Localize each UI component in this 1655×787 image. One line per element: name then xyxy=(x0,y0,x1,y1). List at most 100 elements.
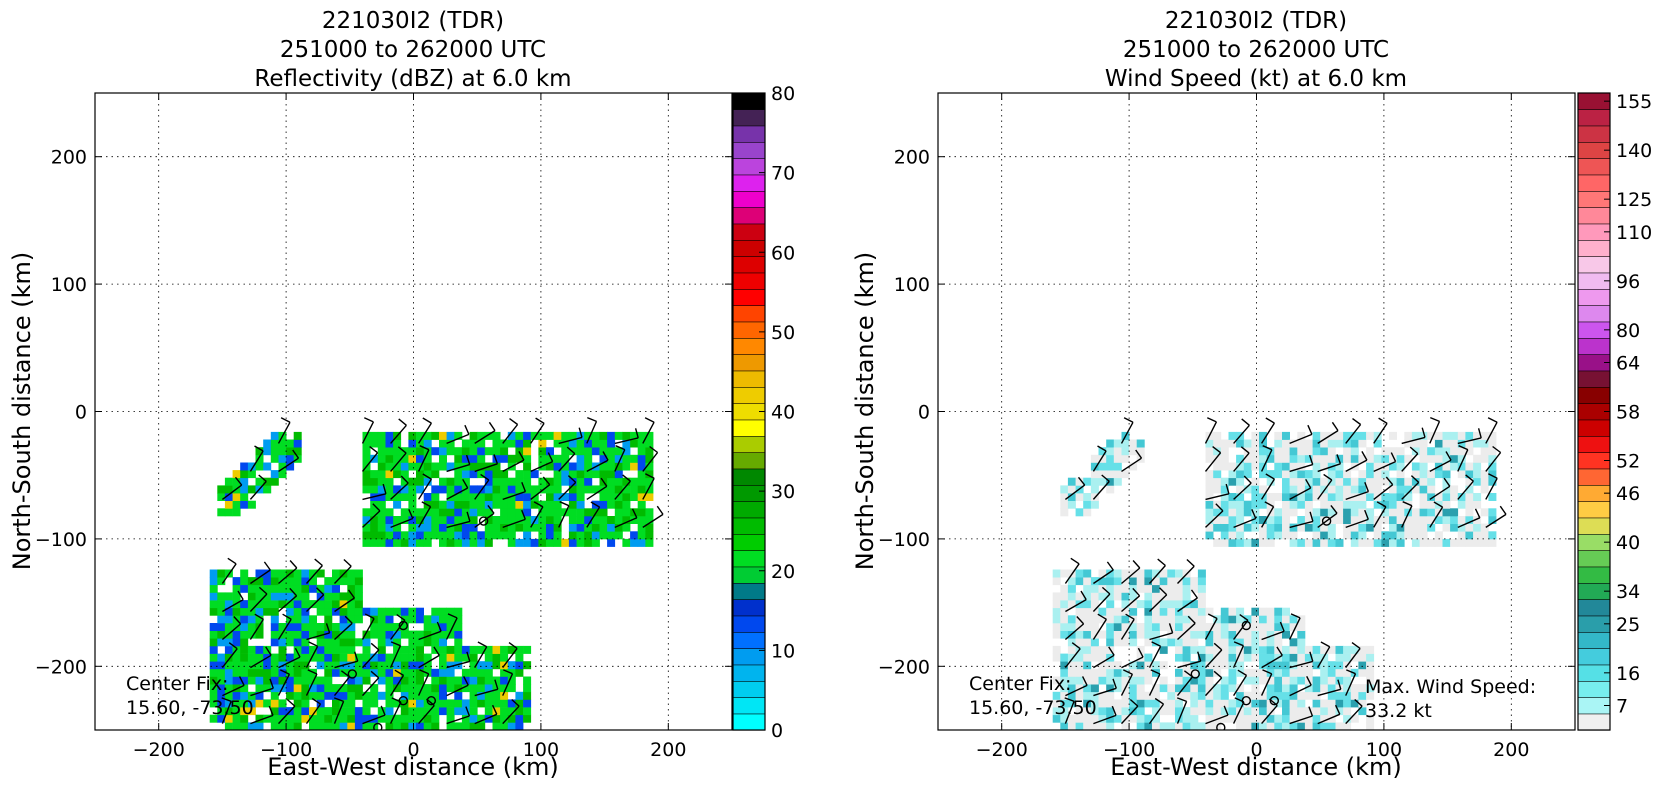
echo-cell xyxy=(1144,623,1153,631)
echo-cell xyxy=(1243,538,1252,547)
echo-cell xyxy=(416,661,424,670)
y-tick-label: −100 xyxy=(878,529,930,551)
echo-cell xyxy=(1113,439,1122,448)
echo-cell xyxy=(332,569,340,578)
echo-cell xyxy=(645,523,654,532)
echo-cell xyxy=(492,714,501,723)
panel-reflectivity: 221030I2 (TDR) 251000 to 262000 UTC Refl… xyxy=(8,8,795,781)
echo-cell xyxy=(484,523,493,532)
echo-cell xyxy=(523,684,532,693)
wind-barb-feather xyxy=(282,613,292,620)
wind-barb-feather xyxy=(316,587,325,596)
echo-cell xyxy=(354,615,363,624)
echo-cell xyxy=(546,447,554,456)
echo-cell xyxy=(1266,623,1275,631)
echo-cell xyxy=(1243,523,1252,532)
colorbar-segment xyxy=(732,288,766,306)
wind-barb xyxy=(1121,457,1142,472)
echo-cell xyxy=(324,668,333,677)
echo-cell xyxy=(1488,431,1497,440)
echo-cell xyxy=(316,661,325,670)
wind-barb-feather xyxy=(634,428,639,439)
wind-barb-feather xyxy=(1106,561,1114,571)
echo-cell xyxy=(1159,684,1168,693)
echo-cell xyxy=(1335,653,1344,662)
wind-barb xyxy=(1345,490,1369,501)
echo-cell xyxy=(507,523,516,532)
echo-cell xyxy=(1236,714,1245,723)
echo-cell xyxy=(1480,477,1489,486)
echo-cell xyxy=(645,470,654,479)
echo-cell xyxy=(1282,699,1290,708)
echo-cell xyxy=(1052,569,1061,578)
echo-cell xyxy=(484,676,493,685)
echo-cell xyxy=(1297,691,1306,700)
echo-cell xyxy=(1090,638,1099,647)
echo-cell xyxy=(1404,477,1413,486)
echo-cell xyxy=(1067,500,1076,509)
echo-cell xyxy=(408,722,417,730)
echo-cell xyxy=(1266,707,1275,716)
echo-cell xyxy=(1098,661,1107,670)
colorbar-tick-label: 52 xyxy=(1616,451,1640,473)
wind-barb xyxy=(1260,673,1273,696)
echo-cell xyxy=(1282,684,1290,693)
wind-barb xyxy=(558,481,577,500)
echo-cell xyxy=(1442,516,1451,524)
echo-cell xyxy=(232,722,241,730)
wind-barb xyxy=(306,632,330,641)
echo-cell xyxy=(439,462,447,471)
echo-cell xyxy=(439,538,447,547)
calm-marker xyxy=(398,696,408,706)
echo-cell xyxy=(1190,577,1199,586)
echo-cell xyxy=(1251,462,1260,471)
echo-cell xyxy=(301,653,310,662)
echo-cell xyxy=(423,431,432,440)
wind-barb-feather xyxy=(1337,679,1342,690)
echo-cell xyxy=(576,470,585,479)
echo-cell xyxy=(1381,508,1390,517)
echo-cell xyxy=(347,691,356,700)
echo-cell xyxy=(1266,653,1275,662)
echo-cell xyxy=(1327,523,1336,532)
echo-cell xyxy=(1389,500,1397,509)
echo-cell xyxy=(224,615,233,624)
colorbar-segment xyxy=(1577,288,1611,306)
echo-cell xyxy=(1205,508,1214,517)
echo-cell xyxy=(1396,516,1405,524)
echo-cell xyxy=(469,439,478,448)
echo-cell xyxy=(469,431,478,440)
echo-cell xyxy=(408,707,417,716)
echo-cell xyxy=(1083,722,1092,730)
echo-cell xyxy=(584,531,593,540)
echo-cell xyxy=(286,668,295,677)
echo-cell xyxy=(339,600,348,609)
echo-cell xyxy=(240,577,249,586)
echo-cell xyxy=(461,493,470,501)
echo-cell xyxy=(278,707,287,716)
echo-cell xyxy=(454,691,463,700)
echo-cell xyxy=(1090,577,1099,586)
wind-barb-feather xyxy=(364,613,375,620)
echo-cell xyxy=(1251,699,1260,708)
echo-cell xyxy=(622,454,631,463)
wind-barb-feather xyxy=(1207,417,1217,423)
echo-cell xyxy=(1327,439,1336,448)
echo-cell xyxy=(1220,638,1229,647)
echo-cell xyxy=(1312,523,1321,532)
echo-cell xyxy=(500,722,509,730)
echo-cell xyxy=(393,722,402,730)
echo-cell xyxy=(1213,630,1222,639)
echo-cell xyxy=(1419,523,1428,532)
echo-cell xyxy=(1465,538,1474,547)
wind-barb-feather xyxy=(1421,427,1426,438)
echo-cell xyxy=(1113,638,1122,647)
wind-barb-feather xyxy=(622,474,631,482)
echo-cell xyxy=(1067,493,1076,501)
echo-cell xyxy=(1190,714,1199,723)
echo-cell xyxy=(507,500,516,509)
echo-cell xyxy=(523,707,532,716)
echo-cell xyxy=(1282,447,1290,456)
echo-cell xyxy=(431,722,440,730)
wind-barb xyxy=(530,506,544,528)
